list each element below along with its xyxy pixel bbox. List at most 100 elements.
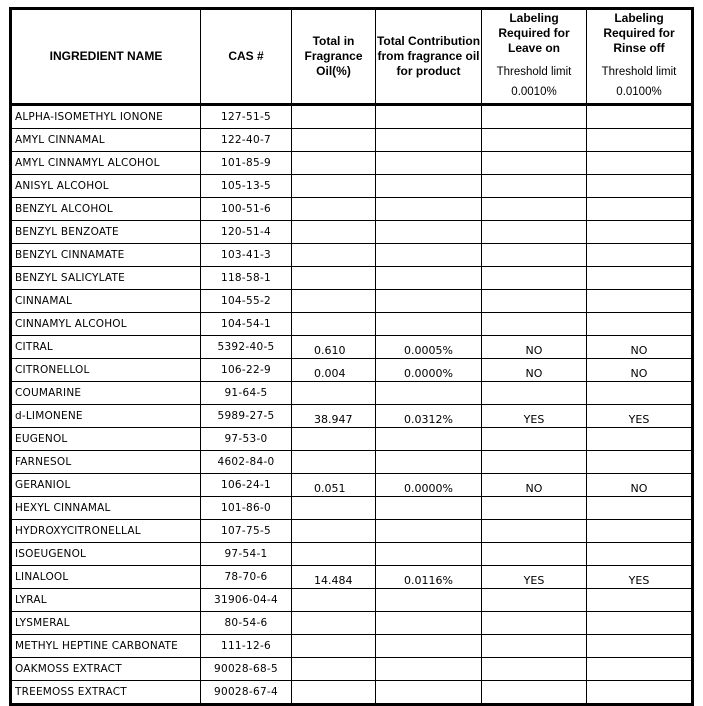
cas-cell: 106-22-9	[200, 358, 292, 382]
contribution-cell: 0.0005%	[375, 335, 482, 359]
contribution-cell	[375, 542, 482, 566]
contribution-cell	[375, 197, 482, 221]
header-total: Total in Fragrance Oil(%)	[291, 8, 376, 105]
rinse-off-cell: NO	[586, 358, 693, 382]
table-row: HYDROXYCITRONELLAL 107-75-5	[10, 519, 693, 543]
rinse-off-cell	[586, 427, 693, 451]
ingredient-name-cell: ANISYL ALCOHOL	[10, 174, 201, 198]
total-cell	[291, 128, 376, 152]
ingredient-name-cell: ISOEUGENOL	[10, 542, 201, 566]
ingredient-name-cell: AMYL CINNAMAL	[10, 128, 201, 152]
total-cell	[291, 151, 376, 175]
cas-cell: 90028-68-5	[200, 657, 292, 681]
total-cell	[291, 266, 376, 290]
ingredient-name-cell: d-LIMONENE	[10, 404, 201, 428]
table-row: LINALOOL 78-70-6 14.484 0.0116% YES YES	[10, 565, 693, 589]
cas-cell: 120-51-4	[200, 220, 292, 244]
leave-on-title: Labeling Required for Leave on	[498, 11, 570, 55]
contribution-cell: 0.0116%	[375, 565, 482, 589]
rinse-off-cell	[586, 519, 693, 543]
table-row: ALPHA-ISOMETHYL IONONE 127-51-5	[10, 104, 693, 129]
rinse-off-cell	[586, 243, 693, 267]
cas-cell: 105-13-5	[200, 174, 292, 198]
cas-cell: 106-24-1	[200, 473, 292, 497]
ingredient-name-cell: ALPHA-ISOMETHYL IONONE	[10, 104, 201, 129]
cas-cell: 101-86-0	[200, 496, 292, 520]
table-row: LYRAL 31906-04-4	[10, 588, 693, 612]
cas-cell: 127-51-5	[200, 104, 292, 129]
leave-on-cell	[481, 197, 587, 221]
leave-on-threshold-label: Threshold limit	[496, 66, 572, 78]
ingredient-name-cell: LINALOOL	[10, 565, 201, 589]
rinse-off-cell: NO	[586, 335, 693, 359]
contribution-cell	[375, 588, 482, 612]
total-cell	[291, 611, 376, 635]
table-row: CITRAL 5392-40-5 0.610 0.0005% NO NO	[10, 335, 693, 359]
rinse-off-cell	[586, 104, 693, 129]
leave-on-cell	[481, 174, 587, 198]
total-cell	[291, 450, 376, 474]
leave-on-cell	[481, 427, 587, 451]
rinse-off-cell	[586, 450, 693, 474]
rinse-off-cell	[586, 634, 693, 658]
rinse-off-cell	[586, 151, 693, 175]
total-cell	[291, 381, 376, 405]
table-row: OAKMOSS EXTRACT 90028-68-5	[10, 657, 693, 681]
table-row: d-LIMONENE 5989-27-5 38.947 0.0312% YES YES	[10, 404, 693, 428]
leave-on-cell	[481, 104, 587, 129]
leave-on-cell	[481, 243, 587, 267]
total-cell	[291, 243, 376, 267]
ingredient-name-cell: GERANIOL	[10, 473, 201, 497]
ingredient-name-cell: HYDROXYCITRONELLAL	[10, 519, 201, 543]
cas-cell: 103-41-3	[200, 243, 292, 267]
table-row: FARNESOL 4602-84-0	[10, 450, 693, 474]
contribution-cell	[375, 611, 482, 635]
cas-cell: 78-70-6	[200, 565, 292, 589]
ingredient-name-cell: OAKMOSS EXTRACT	[10, 657, 201, 681]
leave-on-cell	[481, 312, 587, 336]
contribution-cell: 0.0312%	[375, 404, 482, 428]
contribution-cell	[375, 104, 482, 129]
header-leave-on: Labeling Required for Leave on Threshold…	[481, 8, 587, 105]
cas-cell: 107-75-5	[200, 519, 292, 543]
table-row: BENZYL BENZOATE 120-51-4	[10, 220, 693, 244]
cas-cell: 80-54-6	[200, 611, 292, 635]
total-cell	[291, 496, 376, 520]
contribution-cell	[375, 519, 482, 543]
total-cell	[291, 220, 376, 244]
ingredient-name-cell: CITRONELLOL	[10, 358, 201, 382]
total-cell	[291, 657, 376, 681]
rinse-off-cell: YES	[586, 404, 693, 428]
rinse-off-cell	[586, 266, 693, 290]
cas-cell: 101-85-9	[200, 151, 292, 175]
leave-on-cell	[481, 519, 587, 543]
total-cell: 0.051	[291, 473, 376, 497]
total-cell	[291, 312, 376, 336]
ingredient-name-cell: FARNESOL	[10, 450, 201, 474]
ingredient-name-cell: BENZYL CINNAMATE	[10, 243, 201, 267]
ingredient-name-cell: CINNAMYL ALCOHOL	[10, 312, 201, 336]
table-row: ISOEUGENOL 97-54-1	[10, 542, 693, 566]
contribution-cell	[375, 657, 482, 681]
contribution-cell	[375, 174, 482, 198]
contribution-cell	[375, 634, 482, 658]
rinse-off-cell	[586, 128, 693, 152]
leave-on-cell	[481, 496, 587, 520]
rinse-off-cell	[586, 680, 693, 705]
cas-cell: 5989-27-5	[200, 404, 292, 428]
total-cell	[291, 680, 376, 705]
ingredient-name-cell: EUGENOL	[10, 427, 201, 451]
cas-cell: 91-64-5	[200, 381, 292, 405]
cas-cell: 5392-40-5	[200, 335, 292, 359]
header-rinse-off: Labeling Required for Rinse off Threshol…	[586, 8, 693, 105]
ingredient-name-cell: LYRAL	[10, 588, 201, 612]
rinse-off-cell	[586, 542, 693, 566]
rinse-off-cell: NO	[586, 473, 693, 497]
total-cell	[291, 174, 376, 198]
total-cell	[291, 542, 376, 566]
table-row: EUGENOL 97-53-0	[10, 427, 693, 451]
cas-cell: 104-55-2	[200, 289, 292, 313]
total-cell: 14.484	[291, 565, 376, 589]
total-cell: 38.947	[291, 404, 376, 428]
table-row: METHYL HEPTINE CARBONATE 111-12-6	[10, 634, 693, 658]
